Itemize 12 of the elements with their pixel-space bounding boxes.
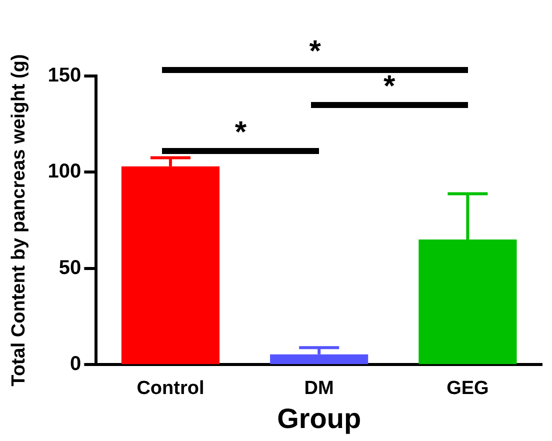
y-tick-label: 0 [70,353,82,376]
text: * [309,35,321,68]
annotation: * [384,70,396,104]
x-tick-label: DM [304,378,334,400]
y-axis-title: Total Content by pancreas weight (g) [8,54,30,386]
y-tick-label: 50 [58,256,82,279]
x-tick-label: Control [136,378,204,400]
y-tick-label: 100 [48,160,82,183]
annotation: * [234,116,247,149]
x-tick-label: GEG [446,378,489,400]
y-tick-label: 150 [48,64,82,87]
x-axis-title: Group [277,402,362,434]
